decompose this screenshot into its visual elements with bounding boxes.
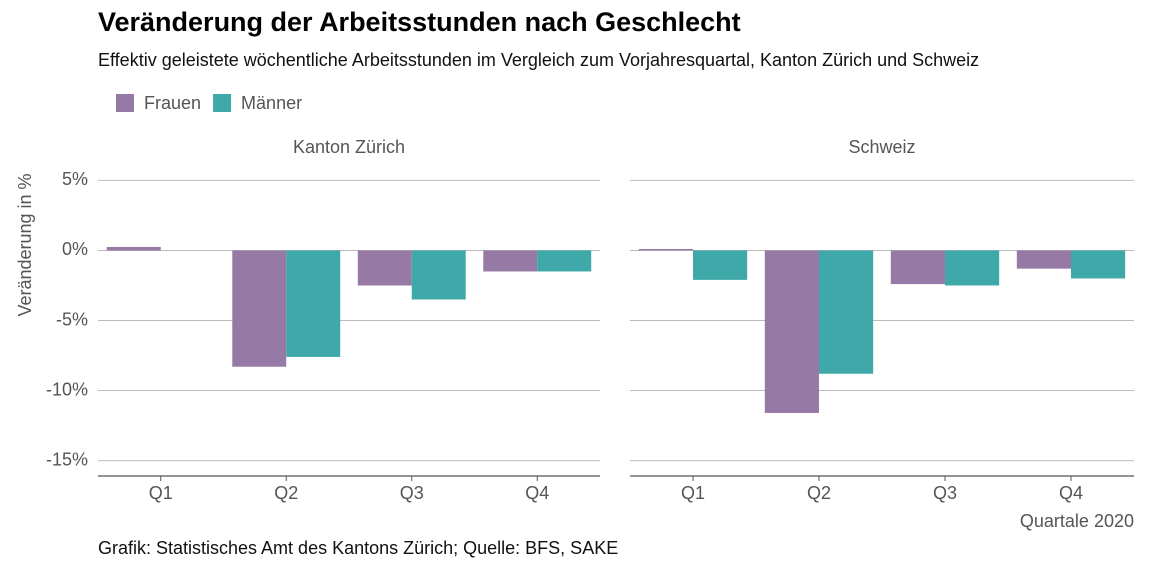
- bar: [286, 250, 341, 357]
- caption: Grafik: Statistisches Amt des Kantons Zü…: [98, 538, 618, 558]
- bar: [357, 250, 412, 286]
- panel-title: Schweiz: [848, 137, 915, 157]
- bar: [890, 250, 945, 285]
- x-tick-label: Q1: [681, 483, 705, 503]
- bar: [1071, 250, 1126, 279]
- x-tick-label: Q2: [274, 483, 298, 503]
- bar: [764, 250, 819, 413]
- x-tick-label: Q4: [525, 483, 549, 503]
- bar: [693, 250, 748, 280]
- legend-label: Frauen: [144, 93, 201, 113]
- x-tick-label: Q2: [807, 483, 831, 503]
- y-axis-label: Veränderung in %: [15, 173, 35, 316]
- bar: [819, 250, 874, 374]
- panel-title: Kanton Zürich: [293, 137, 405, 157]
- bar: [106, 246, 161, 251]
- x-tick-label: Q3: [400, 483, 424, 503]
- x-axis-label: Quartale 2020: [1020, 511, 1134, 531]
- legend-label: Männer: [241, 93, 302, 113]
- bar: [945, 250, 1000, 286]
- bar: [411, 250, 466, 300]
- y-tick-label: -15%: [46, 449, 88, 469]
- x-tick-label: Q4: [1059, 483, 1083, 503]
- bar: [537, 250, 592, 272]
- bar: [1016, 250, 1071, 269]
- bar: [232, 250, 287, 367]
- chart-title: Veränderung der Arbeitsstunden nach Gesc…: [98, 7, 741, 37]
- legend-swatch: [213, 94, 232, 112]
- y-tick-label: -10%: [46, 379, 88, 399]
- y-tick-label: 5%: [62, 169, 88, 189]
- bar: [638, 249, 693, 251]
- y-tick-label: -5%: [56, 309, 88, 329]
- x-tick-label: Q1: [149, 483, 173, 503]
- bar: [483, 250, 538, 272]
- x-tick-label: Q3: [933, 483, 957, 503]
- y-tick-label: 0%: [62, 239, 88, 259]
- chart-subtitle: Effektiv geleistete wöchentliche Arbeits…: [98, 50, 979, 70]
- legend-swatch: [116, 94, 134, 112]
